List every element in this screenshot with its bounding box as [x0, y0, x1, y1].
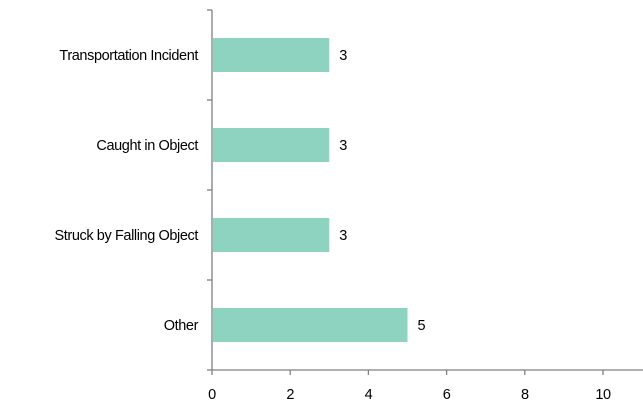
bar — [213, 38, 330, 72]
bar — [213, 308, 408, 342]
data-label: 3 — [339, 48, 347, 64]
axes — [207, 9, 643, 375]
data-label: 5 — [418, 318, 426, 334]
category-label: Transportation Incident — [59, 48, 198, 64]
data-label: 3 — [339, 228, 347, 244]
category-label: Caught in Object — [96, 138, 198, 154]
bar — [213, 218, 330, 252]
bar — [213, 128, 330, 162]
bars — [213, 38, 408, 342]
x-tick-label: 10 — [595, 387, 611, 403]
x-tick-label: 8 — [521, 387, 529, 403]
x-tick-label: 4 — [365, 387, 373, 403]
data-label: 3 — [339, 138, 347, 154]
category-label: Struck by Falling Object — [54, 228, 198, 244]
x-tick-label: 2 — [286, 387, 294, 403]
labels: 0 2 4 6 8 10 Transportation Incident 3 Caught in… — [54, 48, 611, 403]
x-tick-label: 0 — [208, 387, 216, 403]
x-tick-label: 6 — [443, 387, 451, 403]
category-label: Other — [164, 318, 199, 334]
